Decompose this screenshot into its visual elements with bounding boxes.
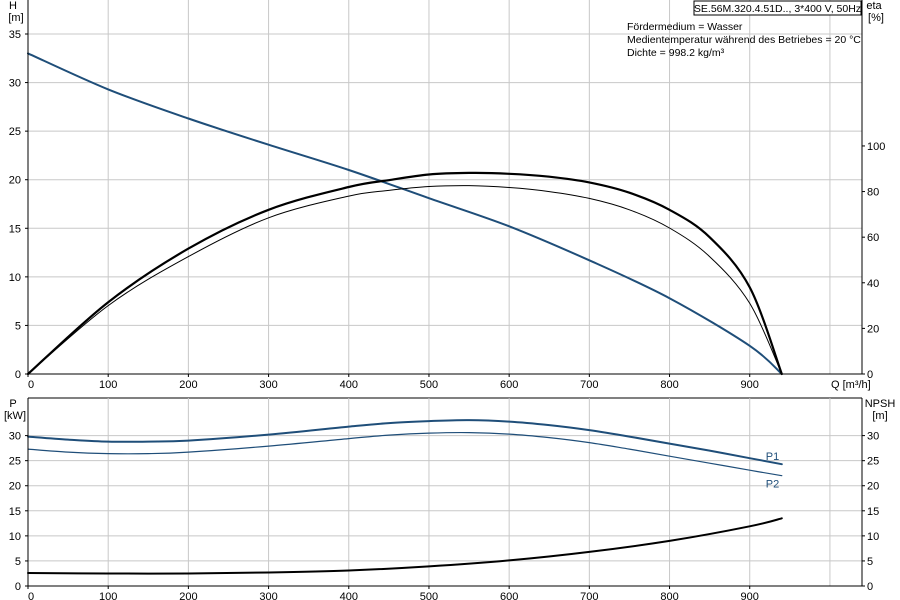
upper-right-tick-label: 80: [867, 187, 879, 199]
upper-left-tick-label: 20: [9, 175, 21, 187]
upper-right-tick-label: 0: [867, 369, 873, 381]
head-efficiency-panel: 0 5 10 15 20 25 30 35 0 20 40 60 80 100 0 100 200 300 400 5…: [8, 0, 885, 391]
upper-right-tick-label: 100: [867, 141, 885, 153]
lower-right-tick-label: 25: [867, 456, 879, 468]
lower-left-tick-label: 30: [9, 431, 21, 443]
upper-x-tick-label: 900: [741, 379, 759, 391]
lower-left-tick-label: 10: [9, 531, 21, 543]
upper-left-tick-label: 10: [9, 272, 21, 284]
upper-x-tick-label: 200: [179, 379, 197, 391]
lower-right-tick-label: 30: [867, 431, 879, 443]
lower-x-tick-label: 0: [28, 591, 34, 600]
upper-left-tick-label: 30: [9, 78, 21, 90]
lower-x-tick-label: 200: [179, 591, 197, 600]
product-label-box: [693, 0, 862, 16]
power-axis-unit: [kW]: [4, 410, 26, 422]
upper-right-tick-label: 40: [867, 278, 879, 290]
lower-left-tick-label: 0: [15, 581, 21, 593]
upper-left-tick-label: 15: [9, 223, 21, 235]
lower-curves: P1 P2: [27, 419, 783, 575]
upper-x-tick-label: 400: [340, 379, 358, 391]
lower-right-tick-label: 10: [867, 531, 879, 543]
lower-right-tick-label: 20: [867, 481, 879, 493]
power-axis-label: P: [9, 398, 16, 410]
lower-right-tick-label: 5: [867, 556, 873, 568]
eta-axis-unit: [%]: [868, 12, 884, 24]
upper-right-tick-label: 60: [867, 232, 879, 244]
medium-info: Fördermedium = Wasser: [627, 21, 743, 33]
upper-left-tick-label: 25: [9, 126, 21, 138]
x-axis-label: Q [m³/h]: [831, 379, 871, 391]
upper-efficiency-curve-2: [26, 171, 783, 376]
lower-power-curve-1: [27, 419, 783, 466]
upper-left-tick-label: 35: [9, 29, 21, 41]
lower-npsh-curve-1: [27, 517, 783, 575]
upper-x-tick-label: 800: [660, 379, 678, 391]
lower-right-tick-label: 0: [867, 581, 873, 593]
lower-x-tick-label: 700: [580, 591, 598, 600]
lower-x-tick-label: 600: [500, 591, 518, 600]
upper-x-tick-label: 500: [420, 379, 438, 391]
series-label-p1: P1: [766, 451, 779, 463]
upper-x-tick-label: 700: [580, 379, 598, 391]
lower-left-tick-label: 5: [15, 556, 21, 568]
lower-power-curve-2: [27, 431, 783, 477]
npsh-axis-unit: [m]: [872, 410, 887, 422]
upper-x-tick-label: 600: [500, 379, 518, 391]
eta-axis-label: eta: [866, 0, 882, 12]
lower-x-tick-label: 300: [259, 591, 277, 600]
lower-left-tick-label: 15: [9, 506, 21, 518]
upper-x-tick-label: 100: [99, 379, 117, 391]
density-info: Dichte = 998.2 kg/m³: [627, 47, 725, 59]
head-axis-label: H: [9, 0, 17, 12]
lower-x-tick-label: 900: [741, 591, 759, 600]
product-label: SE.56M.320.4.51D.., 3*400 V, 50Hz: [694, 3, 861, 15]
upper-right-tick-label: 20: [867, 323, 879, 335]
lower-left-tick-label: 25: [9, 456, 21, 468]
lower-x-tick-label: 800: [660, 591, 678, 600]
series-label-p2: P2: [766, 479, 779, 491]
lower-left-tick-label: 20: [9, 481, 21, 493]
lower-x-tick-label: 400: [340, 591, 358, 600]
upper-curves: [26, 52, 783, 376]
upper-tick-labels: 0 5 10 15 20 25 30 35 0 20 40 60 80 100 0 100 200 300 400 5…: [9, 29, 886, 391]
upper-efficiency-curve-1: [27, 185, 783, 375]
lower-grid: [28, 398, 862, 586]
upper-head-curve-1: [27, 52, 783, 375]
upper-x-tick-label: 300: [259, 379, 277, 391]
lower-right-tick-label: 15: [867, 506, 879, 518]
head-axis-unit: [m]: [8, 12, 23, 24]
upper-left-tick-label: 0: [15, 369, 21, 381]
temperature-info: Medientemperatur während des Betriebes =…: [627, 34, 861, 46]
npsh-axis-label: NPSH: [865, 398, 896, 410]
lower-x-tick-label: 500: [420, 591, 438, 600]
upper-left-tick-label: 5: [15, 320, 21, 332]
upper-x-tick-label: 0: [28, 379, 34, 391]
lower-x-tick-label: 100: [99, 591, 117, 600]
